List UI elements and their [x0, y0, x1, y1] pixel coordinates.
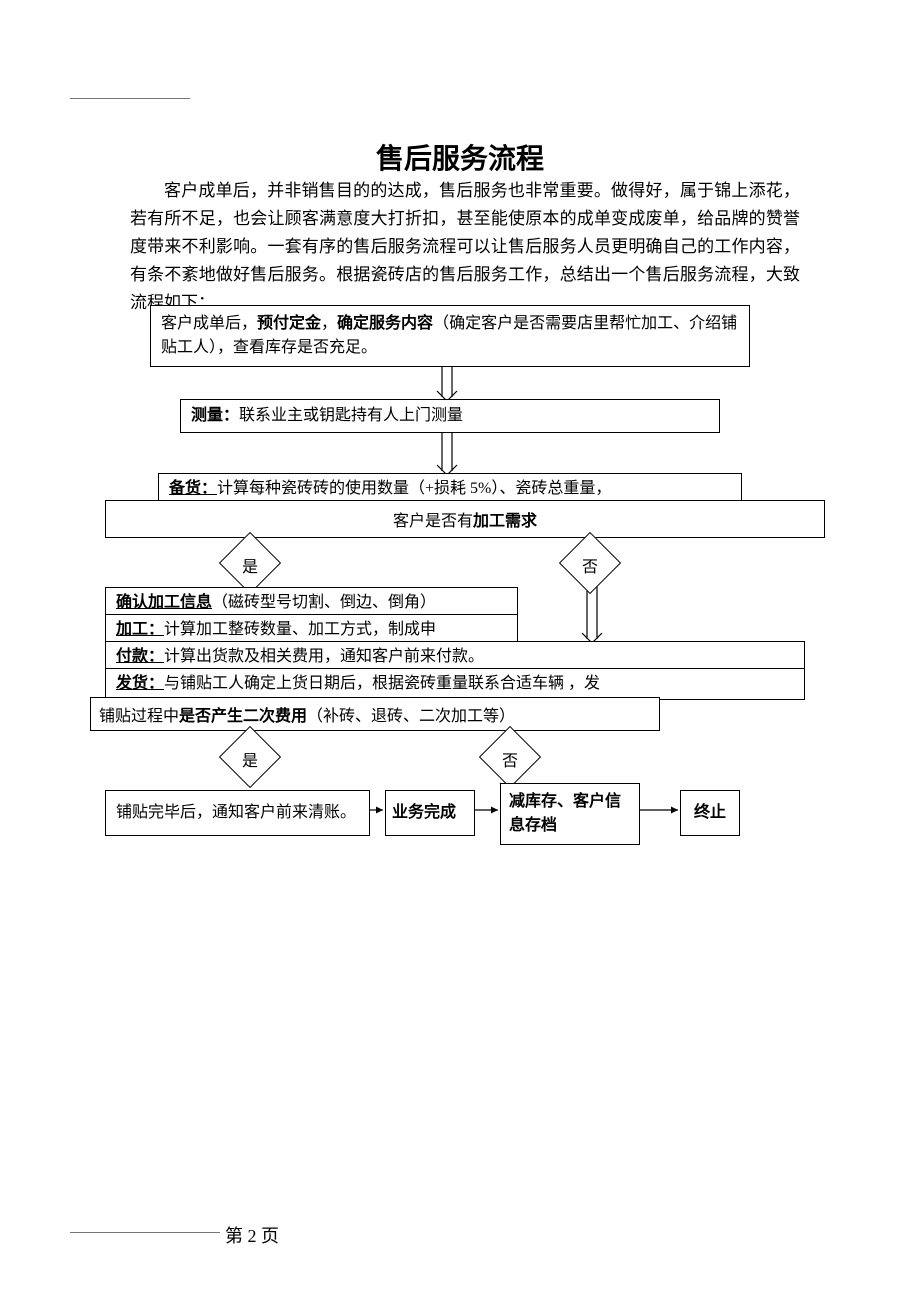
flow-step-end: 终止: [680, 790, 740, 836]
intro-paragraph: 客户成单后，并非销售目的的达成，售后服务也非常重要。做得好，属于锦上添花，若有所…: [130, 177, 800, 317]
label-no: 否: [582, 553, 598, 577]
text: 铺贴过程中: [99, 708, 179, 725]
text: 铺贴完毕后，通知客户前来清账。: [116, 804, 356, 821]
flow-decision-secondary-cost: 铺贴过程中是否产生二次费用（补砖、退砖、二次加工等）: [90, 697, 660, 731]
text-bold-underline: 发货：: [116, 675, 164, 692]
text-bold-underline: 确认加工信息: [116, 594, 212, 611]
page-number: 第 2 页: [225, 1222, 279, 1248]
text: 计算每种瓷砖砖的使用数量（+损耗 5%）、瓷砖总重量，: [217, 480, 611, 497]
text: 客户成单后，: [161, 315, 257, 332]
flow-step-complete: 业务完成: [385, 790, 475, 836]
header-rule: [70, 98, 190, 99]
text-bold: 预付定金: [257, 315, 321, 332]
flow-step-archive: 减库存、客户信息存档: [500, 783, 640, 845]
text-bold: 终止: [694, 804, 726, 821]
text-bold: 减库存、客户信息存档: [509, 793, 621, 834]
text: 计算出货款及相关费用，通知客户前来付款。: [164, 648, 484, 665]
flow-step-deposit: 客户成单后，预付定金，确定服务内容（确定客户是否需要店里帮忙加工、介绍铺贴工人）…: [150, 305, 750, 367]
flowchart: 客户成单后，预付定金，确定服务内容（确定客户是否需要店里帮忙加工、介绍铺贴工人）…: [90, 305, 850, 885]
text-bold-underline: 加工：: [116, 621, 164, 638]
text: （补砖、退砖、二次加工等）: [307, 708, 515, 725]
text: （磁砖型号切割、倒边、倒角）: [212, 594, 436, 611]
text: 与铺贴工人确定上货日期后，根据瓷砖重量联系合适车辆 ，发: [164, 675, 600, 692]
text-bold-underline: 备货：: [169, 480, 217, 497]
text: ，: [321, 315, 337, 332]
flow-step-settle: 铺贴完毕后，通知客户前来清账。: [105, 790, 370, 836]
flow-step-measure: 测量：联系业主或钥匙持有人上门测量: [180, 399, 720, 433]
text-bold: 是否产生二次费用: [179, 708, 307, 725]
flow-decision-processing-need: 客户是否有加工需求: [105, 500, 825, 538]
label-no: 否: [502, 747, 518, 771]
text: 客户是否有: [393, 513, 473, 530]
label-yes: 是: [242, 553, 258, 577]
text-bold: 业务完成: [392, 804, 456, 821]
text-bold: 确定服务内容: [337, 315, 433, 332]
flow-step-delivery: 发货：与铺贴工人确定上货日期后，根据瓷砖重量联系合适车辆 ，发: [105, 668, 805, 700]
text: 联系业主或钥匙持有人上门测量: [239, 407, 463, 424]
document-page: 售后服务流程 客户成单后，并非销售目的的达成，售后服务也非常重要。做得好，属于锦…: [0, 0, 920, 1302]
text-bold: 加工需求: [473, 513, 537, 530]
text: 计算加工整砖数量、加工方式，制成申: [164, 621, 436, 638]
text-bold: 测量：: [191, 407, 239, 424]
label-yes: 是: [242, 747, 258, 771]
page-title: 售后服务流程: [0, 137, 920, 177]
footer-rule: [70, 1232, 220, 1233]
text-bold-underline: 付款：: [116, 648, 164, 665]
